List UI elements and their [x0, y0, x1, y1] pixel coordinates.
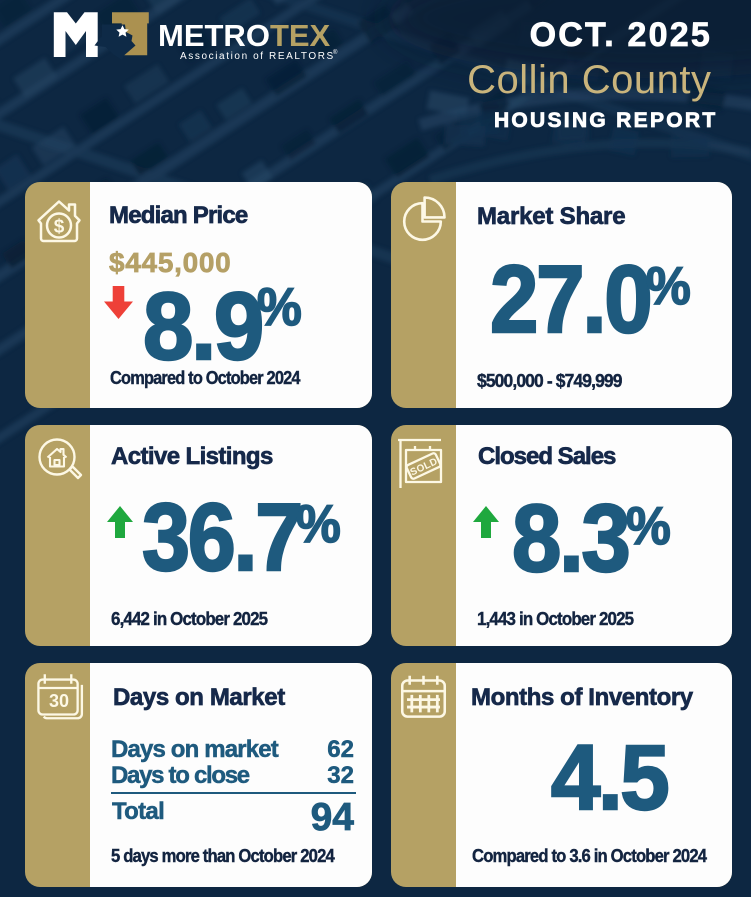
svg-text:®: ®: [333, 49, 338, 56]
svg-text:METROTEX: METROTEX: [158, 18, 331, 53]
svg-text:Association of REALTORS: Association of REALTORS: [180, 51, 335, 62]
svg-text:$: $: [54, 217, 65, 238]
svg-text:30: 30: [49, 691, 69, 711]
